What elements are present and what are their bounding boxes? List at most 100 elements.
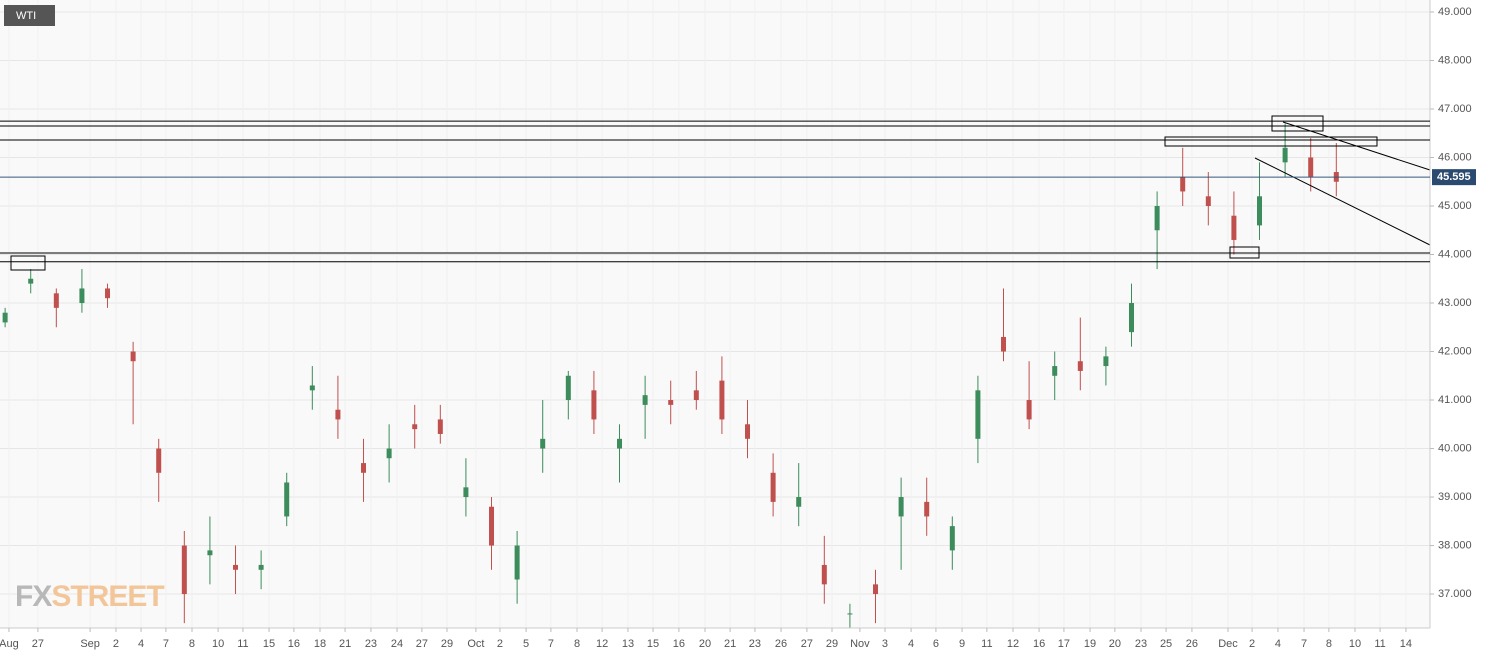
x-tick-label: 23 <box>749 638 761 650</box>
x-tick-label: 4 <box>1275 638 1281 650</box>
candle-body <box>207 550 213 556</box>
watermark-street: STREET <box>51 580 164 613</box>
x-tick-label: 11 <box>237 638 248 650</box>
x-tick-label: 16 <box>1033 638 1045 650</box>
candle-body <box>53 293 59 308</box>
grid <box>0 11 1430 595</box>
candle-body <box>1308 157 1314 177</box>
candle-body <box>847 613 853 615</box>
x-tick-label: 15 <box>263 638 275 650</box>
candle-body <box>335 409 341 420</box>
y-tick-label: 42.000 <box>1438 345 1472 357</box>
x-tick-label: 15 <box>647 638 659 650</box>
candle-body <box>361 463 367 473</box>
watermark-fx: FX <box>15 580 52 613</box>
x-tick-label: 18 <box>314 638 326 650</box>
candle-body <box>386 448 392 459</box>
y-tick-label: 48.000 <box>1438 54 1472 66</box>
candle-body <box>949 526 955 551</box>
x-tick-label: 6 <box>933 638 939 650</box>
candle-body <box>1231 215 1237 240</box>
candle-body <box>591 390 597 420</box>
x-tick-label: 4 <box>908 638 914 650</box>
candle-body <box>412 424 418 430</box>
candle-body <box>1257 196 1263 226</box>
candle-body <box>975 390 981 439</box>
x-tick-label: 5 <box>523 638 529 650</box>
candle-body <box>924 501 930 517</box>
x-tick-label: 27 <box>801 638 813 650</box>
candle-body <box>309 385 315 391</box>
box <box>1164 136 1378 147</box>
candle-body <box>1077 361 1083 371</box>
symbol-badge <box>4 5 55 26</box>
watermark: FXSTREET <box>15 580 164 613</box>
y-tick-label: 43.000 <box>1438 297 1472 309</box>
x-tick-label: 16 <box>673 638 685 650</box>
candle-body <box>463 487 469 498</box>
candle-body <box>489 506 495 546</box>
candle-body <box>693 390 699 401</box>
trend-line <box>1254 157 1431 246</box>
x-tick-label: 10 <box>212 638 224 650</box>
x-tick-label: 19 <box>1084 638 1096 650</box>
candle-body <box>796 497 802 507</box>
candle-body <box>821 564 827 585</box>
candle-body <box>1282 147 1288 163</box>
candle-body <box>28 278 34 284</box>
x-tick-label: 4 <box>138 638 144 650</box>
x-tick-label: 20 <box>1109 638 1121 650</box>
candle-body <box>2 312 8 323</box>
candle-body <box>437 419 443 434</box>
candle-body <box>565 375 571 401</box>
x-tick-label: 23 <box>1135 638 1147 650</box>
candle-body <box>1001 336 1007 352</box>
candle-body <box>1180 176 1186 192</box>
x-tick-label: 17 <box>1058 638 1070 650</box>
x-tick-label: 12 <box>1007 638 1019 650</box>
candle-body <box>79 288 85 304</box>
box <box>1229 246 1260 259</box>
x-tick-label: 7 <box>548 638 554 650</box>
last-price-badge <box>1432 169 1476 186</box>
candle-body <box>1103 356 1109 367</box>
x-tick-label: 26 <box>775 638 787 650</box>
candle-body <box>668 400 674 405</box>
y-tick-label: 47.000 <box>1438 103 1472 115</box>
x-tick-label: 21 <box>339 638 351 650</box>
candle-body <box>540 438 546 449</box>
x-tick-label: 11 <box>1374 638 1385 650</box>
y-tick-label: 39.000 <box>1438 491 1472 503</box>
candles <box>2 123 1339 628</box>
x-tick-label: 8 <box>574 638 580 650</box>
y-tick-label: 49.000 <box>1438 6 1472 18</box>
candle-body <box>258 564 264 570</box>
box <box>10 255 46 271</box>
y-tick-label: 46.000 <box>1438 151 1472 163</box>
x-tick-label: 25 <box>1160 638 1172 650</box>
candle-body <box>642 395 648 405</box>
plot-area <box>0 0 1430 628</box>
candle-body <box>105 288 111 299</box>
x-tick-label: 29 <box>441 638 453 650</box>
candle-body <box>898 497 904 517</box>
y-tick-label: 38.000 <box>1438 539 1472 551</box>
y-tick-label: 40.000 <box>1438 442 1472 454</box>
candle-body <box>1026 400 1032 420</box>
x-tick-label: 11 <box>981 638 992 650</box>
x-tick-label: 14 <box>1400 638 1412 650</box>
x-tick-label: 2 <box>497 638 503 650</box>
x-tick-label: 21 <box>724 638 736 650</box>
candle-body <box>1205 196 1211 207</box>
x-tick-label: 2 <box>113 638 119 650</box>
x-tick-label: 16 <box>288 638 300 650</box>
x-tick-label: 23 <box>365 638 377 650</box>
x-tick-label: Sep <box>80 638 100 650</box>
y-tick-label: 45.000 <box>1438 200 1472 212</box>
x-tick-label: 7 <box>1301 638 1307 650</box>
x-tick-label: Oct <box>467 638 484 650</box>
x-tick-label: 9 <box>959 638 965 650</box>
x-tick-label: 27 <box>416 638 428 650</box>
x-tick-label: 24 <box>391 638 403 650</box>
